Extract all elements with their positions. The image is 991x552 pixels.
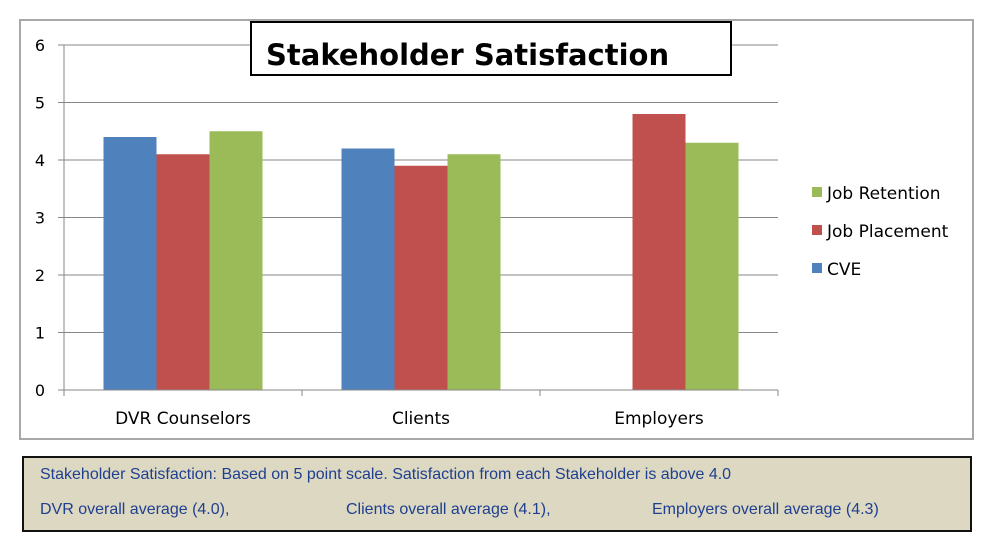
bar-chart: 0 1 2 3 4 5 6 DVR Counselors Clients Employers St… — [35, 21, 949, 429]
caption-dvr-average: DVR overall average (4.0), — [40, 501, 230, 518]
caption-box: Stakeholder Satisfaction: Based on 5 poi… — [22, 456, 972, 532]
caption-clients-average: Clients overall average (4.1), — [346, 501, 551, 518]
legend-swatch — [812, 225, 822, 235]
y-tick-label: 3 — [35, 209, 45, 228]
bar — [341, 148, 395, 390]
bar — [103, 137, 157, 390]
legend-label: Job Placement — [826, 222, 949, 242]
bar — [209, 131, 263, 390]
chart-title-box — [250, 21, 732, 76]
chart-title: Stakeholder Satisfaction — [266, 38, 669, 72]
legend-swatch — [812, 263, 822, 273]
y-tick-label: 2 — [35, 266, 45, 285]
caption-employers-average: Employers overall average (4.3) — [652, 501, 879, 518]
caption-summary: Stakeholder Satisfaction: Based on 5 poi… — [40, 466, 732, 483]
x-category-label: Clients — [392, 409, 450, 429]
bar — [394, 165, 448, 390]
y-tick-label: 0 — [35, 381, 45, 400]
bar — [685, 142, 739, 390]
bar — [447, 154, 501, 390]
y-tick-label: 6 — [35, 36, 45, 55]
bar — [632, 114, 686, 390]
x-category-label: Employers — [614, 409, 704, 429]
bar — [156, 154, 210, 390]
legend-swatch — [812, 187, 822, 197]
y-tick-label: 1 — [35, 324, 45, 343]
y-tick-label: 4 — [35, 151, 45, 170]
legend-label: CVE — [827, 260, 861, 280]
y-tick-label: 5 — [35, 94, 45, 113]
legend-label: Job Retention — [826, 184, 941, 204]
x-category-label: DVR Counselors — [115, 409, 251, 429]
